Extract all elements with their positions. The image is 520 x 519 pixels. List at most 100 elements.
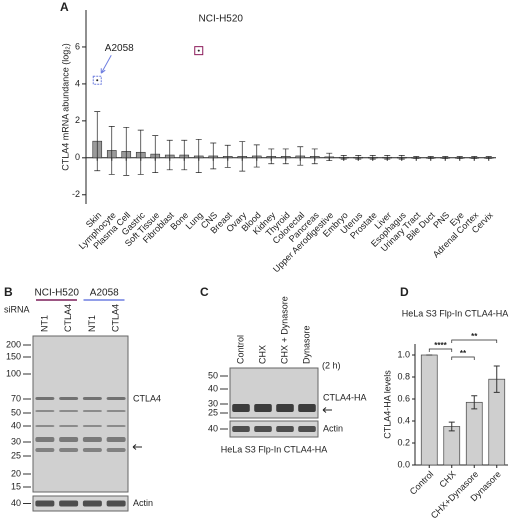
blot-band: [106, 448, 126, 452]
blot-band: [106, 397, 126, 400]
lane-label: CHX + Dynasore: [279, 296, 289, 364]
blot: [32, 335, 129, 493]
blot-band: [232, 404, 250, 412]
marker-label: 30: [208, 398, 218, 408]
y-tick-label: 4: [75, 78, 80, 88]
significance-bracket: [428, 348, 453, 352]
blot-band: [106, 410, 126, 412]
blot-band: [232, 426, 250, 432]
time-label: (2 h): [322, 360, 341, 370]
blot-band: [82, 410, 102, 412]
row-label: siRNA: [4, 304, 30, 314]
blot-band: [35, 425, 55, 427]
error-bar: [493, 365, 500, 393]
blot-band: [82, 437, 102, 442]
blot-band: [35, 437, 55, 442]
lane-label: Dynasore: [301, 325, 311, 364]
error-bar: [268, 148, 275, 165]
marker-label: 25: [11, 450, 21, 460]
error-bar: [181, 139, 188, 171]
annotation: A2058: [105, 43, 134, 54]
y-axis-label: CTLA4-HA levels: [382, 370, 392, 439]
error-bar: [123, 126, 130, 176]
point: [96, 79, 99, 82]
significance-bracket: [451, 339, 498, 343]
annotated-point: [92, 75, 102, 85]
blot-band: [35, 500, 55, 507]
blot-band: [106, 500, 126, 507]
error-bar: [94, 111, 101, 172]
y-tick-label: -2: [72, 189, 80, 199]
error-bar: [239, 141, 246, 172]
loading-label: Actin: [133, 498, 153, 508]
marker-label: 40: [11, 498, 21, 508]
lane-label: CHX: [257, 345, 267, 364]
blot-band: [59, 500, 79, 507]
group-label: A2058: [90, 288, 119, 299]
blot-band: [298, 404, 316, 412]
blot-band: [35, 448, 55, 452]
error-bar: [471, 395, 478, 410]
y-axis-label: CTLA4 mRNA abundance (log₂): [60, 43, 70, 171]
error-bar: [195, 138, 202, 173]
marker-label: 150: [6, 351, 21, 361]
blot-band: [59, 437, 79, 442]
error-bar: [297, 146, 304, 166]
y-tick-label: 1.0: [397, 349, 410, 359]
error-bar: [253, 144, 260, 168]
blot: [32, 495, 129, 512]
blot-band: [59, 410, 79, 412]
significance-label: **: [460, 349, 467, 358]
lane-label: Control: [235, 335, 245, 364]
bar: [420, 354, 438, 466]
blot-band: [59, 425, 79, 427]
bar: [465, 401, 483, 466]
error-bar: [224, 144, 231, 168]
error-bar: [152, 135, 159, 173]
lane-label: CTLA4: [63, 304, 73, 332]
panel-letter: B: [4, 285, 13, 299]
panel-letter: A: [60, 0, 69, 14]
error-bar: [311, 148, 318, 165]
marker-label: 40: [208, 423, 218, 433]
lane-label: NT1: [39, 315, 49, 332]
y-tick-label: 0.8: [397, 371, 410, 381]
y-tick-label: 0.4: [397, 415, 410, 425]
marker-label: 40: [11, 420, 21, 430]
blot-band: [82, 448, 102, 452]
blot-band: [254, 404, 272, 412]
bar: [443, 426, 461, 466]
error-bar: [282, 148, 289, 165]
band-arrow: [132, 444, 142, 450]
blot-band: [82, 397, 102, 400]
significance-label: ****: [434, 341, 447, 350]
loading-label: Actin: [323, 423, 343, 433]
significance-label: **: [471, 332, 478, 341]
blot-band: [106, 437, 126, 442]
marker-label: 70: [11, 393, 21, 403]
y-tick-label: 6: [75, 41, 80, 51]
x-tick-label: Control: [408, 469, 436, 497]
y-tick-label: 0.0: [397, 459, 410, 469]
annotated-point: [194, 46, 204, 56]
marker-label: 25: [208, 407, 218, 417]
blot-band: [276, 426, 294, 432]
blot-band: [106, 425, 126, 427]
blot-band: [298, 426, 316, 432]
band-arrow: [322, 407, 332, 413]
marker-label: 30: [11, 436, 21, 446]
marker-label: 15: [11, 481, 21, 491]
group-label: NCI-H520: [35, 288, 80, 299]
y-tick-label: 0.2: [397, 437, 410, 447]
blot-band: [276, 404, 294, 412]
error-bar: [108, 126, 115, 175]
blot-band: [59, 448, 79, 452]
blot-band: [254, 426, 272, 432]
blot-band: [82, 425, 102, 427]
significance-bracket: [451, 356, 475, 360]
band-label: CTLA4: [133, 393, 161, 403]
band-label: CTLA4-HA: [323, 392, 367, 402]
y-tick-label: 0: [75, 152, 80, 162]
annotation: NCI-H520: [199, 13, 244, 24]
lane-label: CTLA4: [111, 304, 121, 332]
